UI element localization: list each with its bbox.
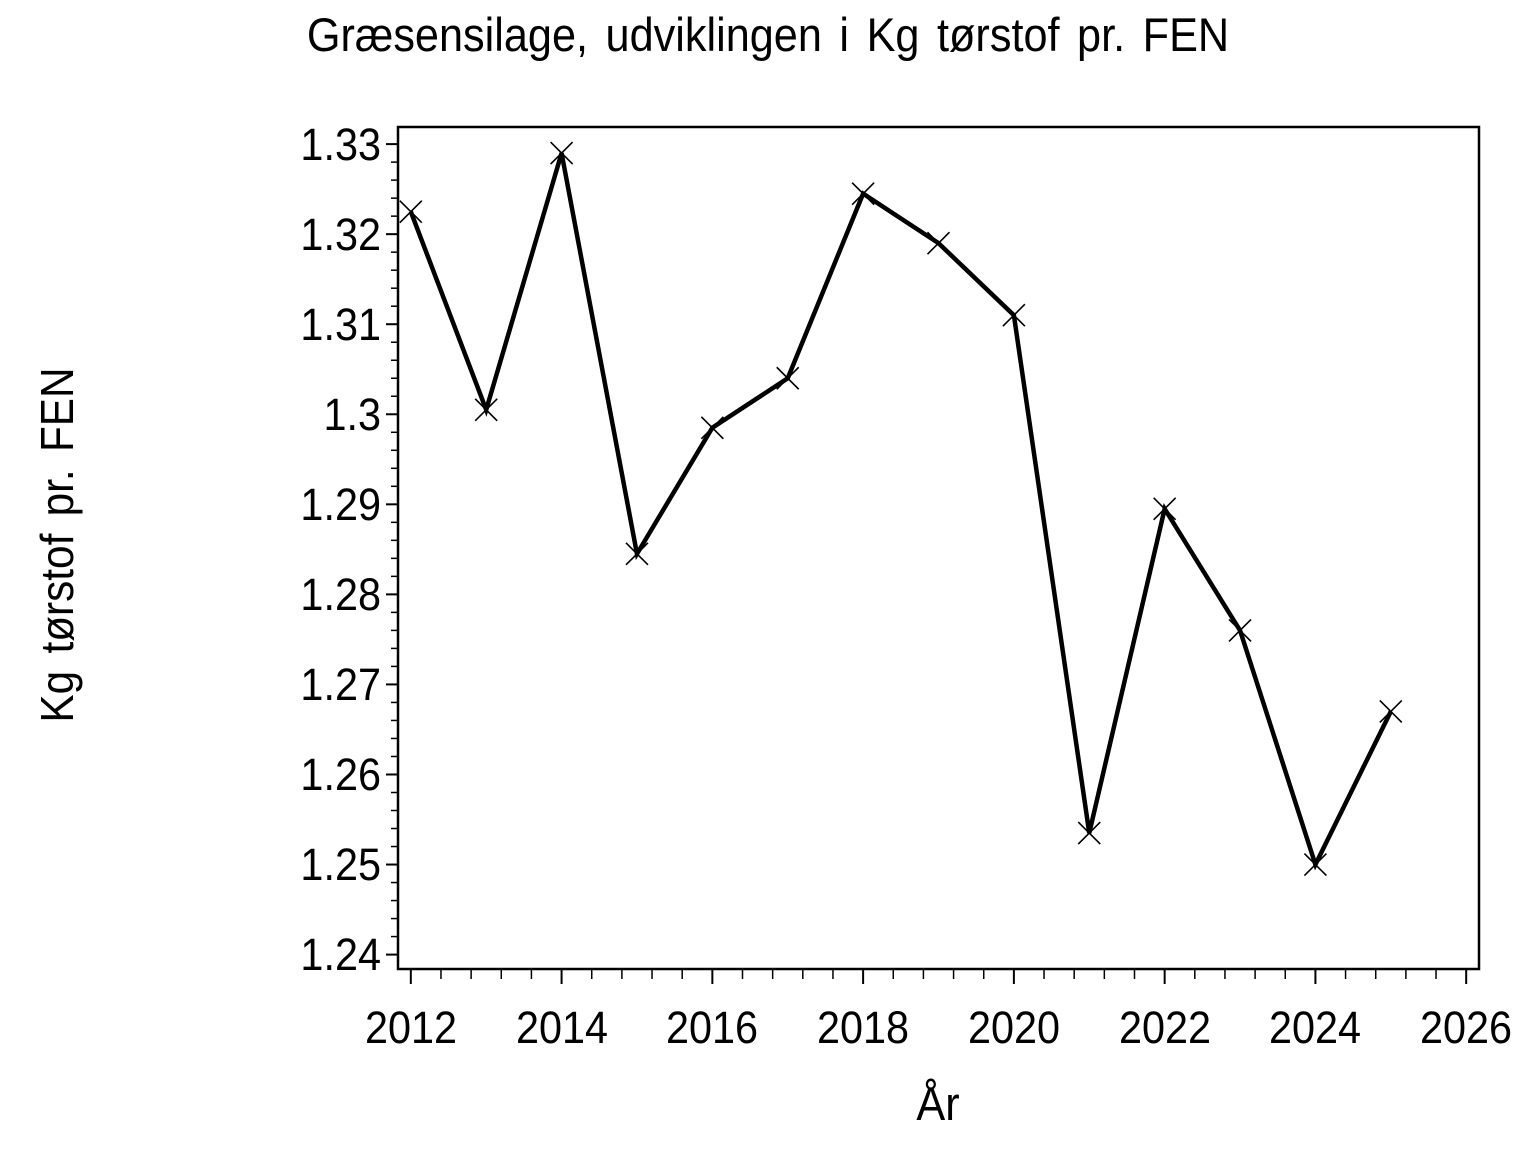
data-point-marker-2014	[550, 141, 574, 165]
y-tick-label: 1.26	[300, 748, 381, 800]
data-point-marker-2023	[1228, 618, 1252, 642]
data-point-marker-2025	[1379, 699, 1403, 724]
x-tick-label: 2016	[666, 1002, 759, 1053]
data-point-marker-2020	[1002, 303, 1026, 327]
data-point-marker-2013	[474, 398, 498, 422]
plot-frame	[396, 125, 1481, 971]
y-tick-label: 1.29	[300, 478, 381, 530]
data-point-marker-2015	[625, 542, 649, 566]
chart-title: Græsensilage, udviklingen i Kg tørstof p…	[306, 8, 1230, 61]
data-point-marker-2019	[926, 231, 951, 255]
data-point-marker-2016	[700, 416, 724, 440]
data-series-line	[408, 152, 1393, 871]
x-tick-label: 2012	[364, 1002, 457, 1053]
y-tick-label: 1.24	[300, 929, 381, 981]
x-tick-label: 2022	[1118, 1002, 1211, 1053]
y-tick-label: 1.27	[300, 658, 381, 710]
y-tick-label: 1.32	[300, 208, 381, 260]
data-point-marker-2012	[399, 200, 423, 224]
data-point-marker-2021	[1077, 821, 1101, 845]
x-tick-label: 2014	[515, 1002, 608, 1053]
x-tick-label: 2026	[1420, 1002, 1513, 1053]
x-tick-label: 2018	[817, 1002, 910, 1053]
x-tick-label: 2020	[967, 1002, 1060, 1053]
data-point-marker-2024	[1303, 852, 1327, 877]
data-point-marker-2022	[1153, 497, 1177, 521]
y-tick-label: 1.28	[300, 568, 381, 620]
data-point-marker-2018	[851, 182, 875, 206]
y-tick-label: 1.33	[300, 118, 381, 170]
x-axis-label: År	[916, 1077, 960, 1130]
data-point-marker-2017	[776, 366, 800, 390]
x-tick-label: 2024	[1269, 1002, 1362, 1053]
y-tick-label: 1.25	[300, 839, 381, 891]
y-tick-label: 1.31	[300, 298, 381, 350]
y-tick-label: 1.3	[323, 388, 381, 440]
